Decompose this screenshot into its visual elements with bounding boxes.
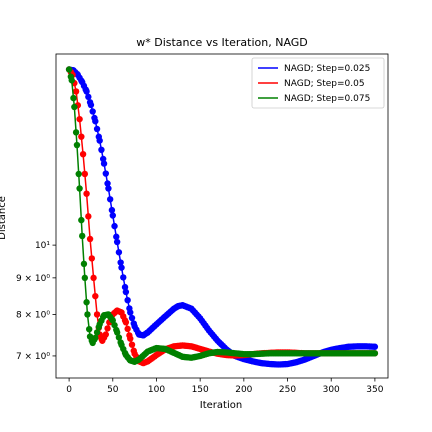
- series-2-point: [104, 325, 111, 332]
- series-1-point: [128, 314, 136, 322]
- series-1-point: [106, 196, 114, 203]
- series-2-point: [86, 235, 94, 243]
- series-2-point: [102, 331, 110, 338]
- series-1-point: [93, 125, 101, 133]
- series-3-point: [70, 94, 77, 102]
- plot-area: 0 50 100 150 200 250 300 350 7 × 10⁰ 8 × 10⁰ 9 × 1…: [16, 53, 389, 395]
- chart-title: w* Distance vs Iteration, NAGD: [136, 36, 308, 49]
- series-1-point: [371, 343, 379, 350]
- series-3-point: [371, 350, 379, 357]
- series-1-point: [113, 238, 121, 246]
- series-2-point: [93, 311, 101, 318]
- series-1-point: [113, 233, 120, 240]
- series-3-point: [68, 77, 75, 84]
- series-1-point: [122, 288, 130, 296]
- series-1-point: [124, 296, 131, 304]
- x-tick-label: 50: [107, 385, 119, 395]
- series-3-point: [71, 103, 78, 111]
- series-3-point: [111, 321, 118, 329]
- series-3-point: [76, 185, 83, 192]
- series-3-point: [80, 260, 88, 268]
- axes-frame: [55, 53, 389, 379]
- x-tick-label: 250: [279, 385, 296, 395]
- y-axis-title: Distance: [0, 196, 8, 240]
- x-tick-label: 150: [192, 385, 209, 395]
- series-3-point: [75, 170, 82, 178]
- series-1-point: [111, 222, 118, 230]
- series-1-point: [92, 118, 99, 125]
- series-1-point: [96, 137, 103, 144]
- series-2-point: [127, 335, 134, 342]
- series-2-point: [122, 319, 130, 326]
- series-3-point: [93, 329, 101, 336]
- series-1-point: [108, 206, 116, 214]
- legend-label: NAGD; Step=0.075: [284, 94, 370, 104]
- series-1-point: [104, 180, 111, 187]
- series-1-point: [121, 283, 129, 291]
- x-tick-label: 100: [148, 385, 165, 395]
- y-tick-label: 10¹: [35, 241, 50, 251]
- series-2-point: [90, 274, 97, 282]
- series-1-point: [83, 88, 90, 95]
- series-1-point: [117, 259, 124, 266]
- series-2-point: [79, 151, 87, 158]
- x-tick-label: 350: [366, 385, 383, 395]
- legend-label: NAGD; Step=0.025: [284, 64, 370, 74]
- series-1-point: [118, 264, 125, 271]
- series-2-point: [88, 255, 96, 262]
- legend-label: NAGD; Step=0.05: [284, 79, 365, 89]
- series-1-point: [100, 160, 108, 167]
- series-3-point: [83, 299, 90, 306]
- y-tick-label: 8 × 10⁰: [16, 310, 50, 320]
- series-3-point: [109, 317, 116, 324]
- series-1-point: [109, 212, 116, 219]
- series-3-point: [86, 326, 93, 333]
- series-1-point: [115, 249, 123, 256]
- series-3-point: [84, 311, 91, 318]
- series-3-point: [79, 232, 86, 240]
- series-2-point: [78, 133, 85, 140]
- series-2-point: [92, 292, 99, 300]
- series-3-point: [115, 334, 123, 341]
- series-2-point: [76, 115, 83, 123]
- series-3-point: [81, 274, 89, 282]
- series-2-point: [128, 341, 136, 348]
- series-2-point: [124, 325, 131, 333]
- x-tick-label: 300: [323, 385, 340, 395]
- series-1-point: [120, 274, 127, 281]
- x-axis-title: Iteration: [200, 400, 242, 411]
- series-1-point: [85, 93, 92, 101]
- series-3-point: [78, 216, 85, 224]
- series-1-point: [98, 146, 105, 153]
- y-tick-label: 7 × 10⁰: [16, 352, 50, 362]
- series-2-point: [81, 170, 89, 178]
- series-2-point: [85, 213, 92, 220]
- series-1-point: [89, 108, 96, 115]
- series-2-point: [72, 88, 80, 95]
- series-2-point: [83, 190, 90, 197]
- series-group: [65, 66, 379, 368]
- series-1-point: [127, 309, 134, 316]
- x-tick-label: 0: [66, 385, 72, 395]
- series-3-point: [113, 329, 121, 336]
- y-tick-label: 9 × 10⁰: [16, 274, 50, 284]
- series-3-point: [73, 141, 81, 149]
- series-1-point: [105, 185, 112, 192]
- x-tick-label: 200: [235, 385, 252, 395]
- series-3-point: [65, 66, 73, 73]
- series-1-point: [102, 170, 110, 177]
- series-3-point: [72, 129, 80, 136]
- series-3-point: [92, 334, 99, 342]
- series-1-point: [87, 101, 95, 109]
- legend-box: [251, 57, 385, 109]
